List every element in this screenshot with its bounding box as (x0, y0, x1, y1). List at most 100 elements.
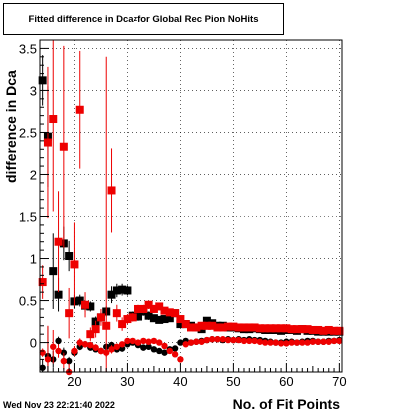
data-point (129, 337, 136, 345)
data-point (81, 300, 90, 309)
data-point (182, 341, 189, 348)
data-point (112, 309, 121, 318)
data-point (288, 339, 295, 346)
data-point (171, 351, 179, 358)
data-point (287, 325, 296, 334)
data-point (176, 315, 185, 324)
data-point (229, 322, 238, 331)
data-point (92, 344, 99, 351)
data-point (123, 315, 132, 324)
y-tick-label: 3 (30, 83, 37, 98)
data-point (103, 349, 110, 356)
data-point (118, 341, 126, 348)
data-point (65, 309, 74, 318)
data-point (177, 339, 184, 346)
data-point (218, 323, 227, 332)
data-point (319, 326, 328, 335)
data-point (144, 311, 153, 320)
title-tail: for Global Rec Pion NoHits (137, 13, 259, 25)
data-point (71, 347, 78, 355)
y-tick-label: 2 (30, 167, 37, 182)
data-point (304, 339, 311, 346)
chart-title: Fitted difference in Dca z for Global Rec… (3, 3, 284, 35)
y-tick-label: 3.5 (19, 41, 37, 56)
data-point (160, 306, 169, 315)
data-point (134, 304, 143, 313)
data-point (38, 76, 47, 85)
data-point (107, 186, 116, 195)
data-point (91, 325, 100, 334)
data-point (149, 314, 158, 323)
data-point (272, 339, 279, 346)
data-point (75, 105, 84, 114)
data-point (49, 267, 58, 276)
data-point (277, 340, 285, 347)
data-point (86, 302, 95, 311)
data-point (293, 339, 301, 346)
data-point (112, 286, 121, 295)
data-point (330, 326, 339, 335)
data-point (224, 336, 232, 344)
axes: 20 30 40 50 60 70 0 0.5 1 1.5 2 2.5 3 3.5 (19, 39, 347, 389)
data-point (240, 337, 248, 345)
data-point (38, 278, 47, 287)
data-point (208, 321, 217, 330)
data-point (181, 320, 190, 329)
data-point (299, 339, 306, 346)
data-point (330, 337, 338, 345)
series-2 (38, 40, 344, 372)
data-point (86, 330, 95, 339)
data-point (102, 321, 111, 330)
data-point (198, 338, 205, 345)
data-point (156, 339, 163, 346)
data-point (235, 336, 242, 344)
title-subscript: z (133, 15, 138, 23)
grid-lines (40, 40, 342, 372)
data-point (314, 338, 322, 345)
x-tick-label: 20 (67, 374, 81, 389)
data-point (145, 343, 152, 350)
data-point (59, 142, 68, 151)
x-tick-label: 60 (279, 374, 293, 389)
x-tick-label: 30 (120, 374, 134, 389)
data-point (155, 302, 164, 311)
data-point (324, 325, 333, 334)
data-point (202, 316, 211, 325)
data-point (219, 336, 226, 343)
data-point (65, 252, 74, 261)
data-point (256, 338, 264, 345)
data-point (96, 313, 105, 322)
data-point (134, 339, 142, 346)
data-point (261, 339, 269, 346)
data-point (230, 336, 237, 344)
data-point (128, 313, 137, 322)
data-point (234, 323, 243, 332)
data-point (140, 337, 147, 345)
data-point (193, 338, 200, 345)
x-tick-label: 70 (332, 374, 346, 389)
timestamp: Wed Nov 23 22:21:40 2022 (3, 400, 115, 410)
data-point (60, 349, 68, 356)
data-point (282, 324, 291, 333)
data-point (161, 342, 168, 350)
data-point (75, 296, 84, 305)
data-point (139, 304, 148, 313)
y-tick-label: 2.5 (19, 125, 37, 140)
data-point (213, 323, 222, 332)
data-point (155, 315, 164, 324)
data-point (54, 290, 63, 299)
data-point (187, 323, 195, 332)
data-point (298, 325, 307, 334)
data-point (55, 337, 62, 345)
data-point (171, 309, 180, 318)
data-point (44, 356, 52, 363)
data-point (134, 312, 143, 321)
data-point (70, 260, 79, 269)
data-point (76, 339, 83, 346)
data-point (118, 285, 127, 294)
data-point (314, 325, 323, 334)
data-point (325, 338, 332, 345)
data-point (177, 356, 184, 363)
data-point (239, 323, 248, 332)
